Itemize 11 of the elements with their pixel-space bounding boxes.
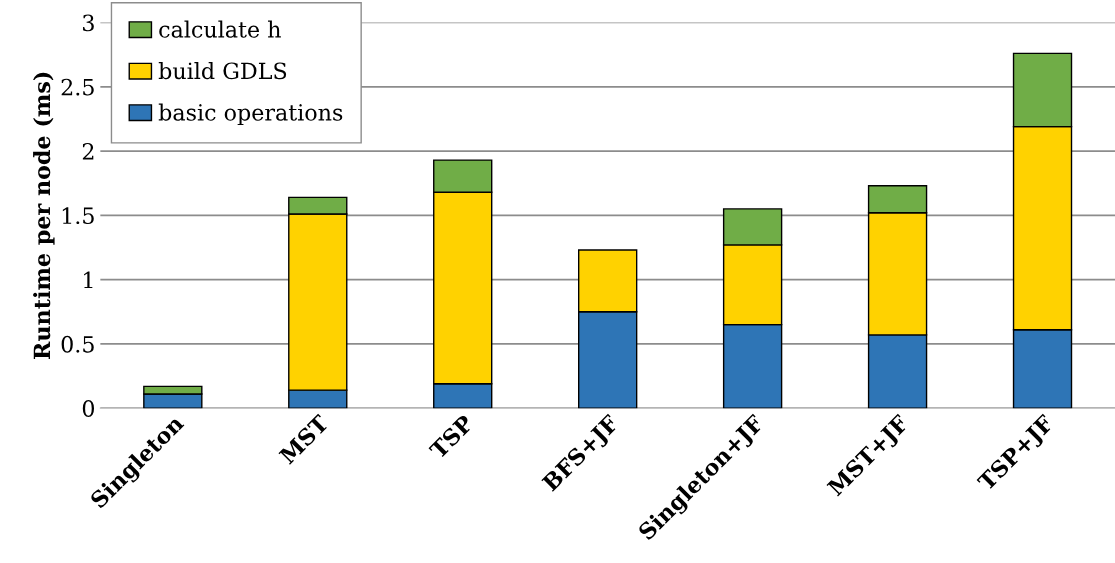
y-tick-label: 2 bbox=[82, 143, 94, 160]
y-tick-label: 1.5 bbox=[62, 207, 94, 225]
y-tick-label: 3 bbox=[83, 14, 94, 32]
legend-label: basic operations bbox=[158, 103, 343, 126]
y-axis-title: Runtime per node (ms) bbox=[33, 72, 55, 360]
y-tick-label: 0 bbox=[82, 400, 95, 417]
legend-label: calculate h bbox=[159, 20, 281, 38]
y-tick-label: 2.5 bbox=[61, 78, 94, 96]
y-tick-label: 1 bbox=[84, 271, 93, 289]
legend-label: build GDLS bbox=[158, 62, 287, 80]
y-tick-label: 0.5 bbox=[61, 335, 94, 353]
